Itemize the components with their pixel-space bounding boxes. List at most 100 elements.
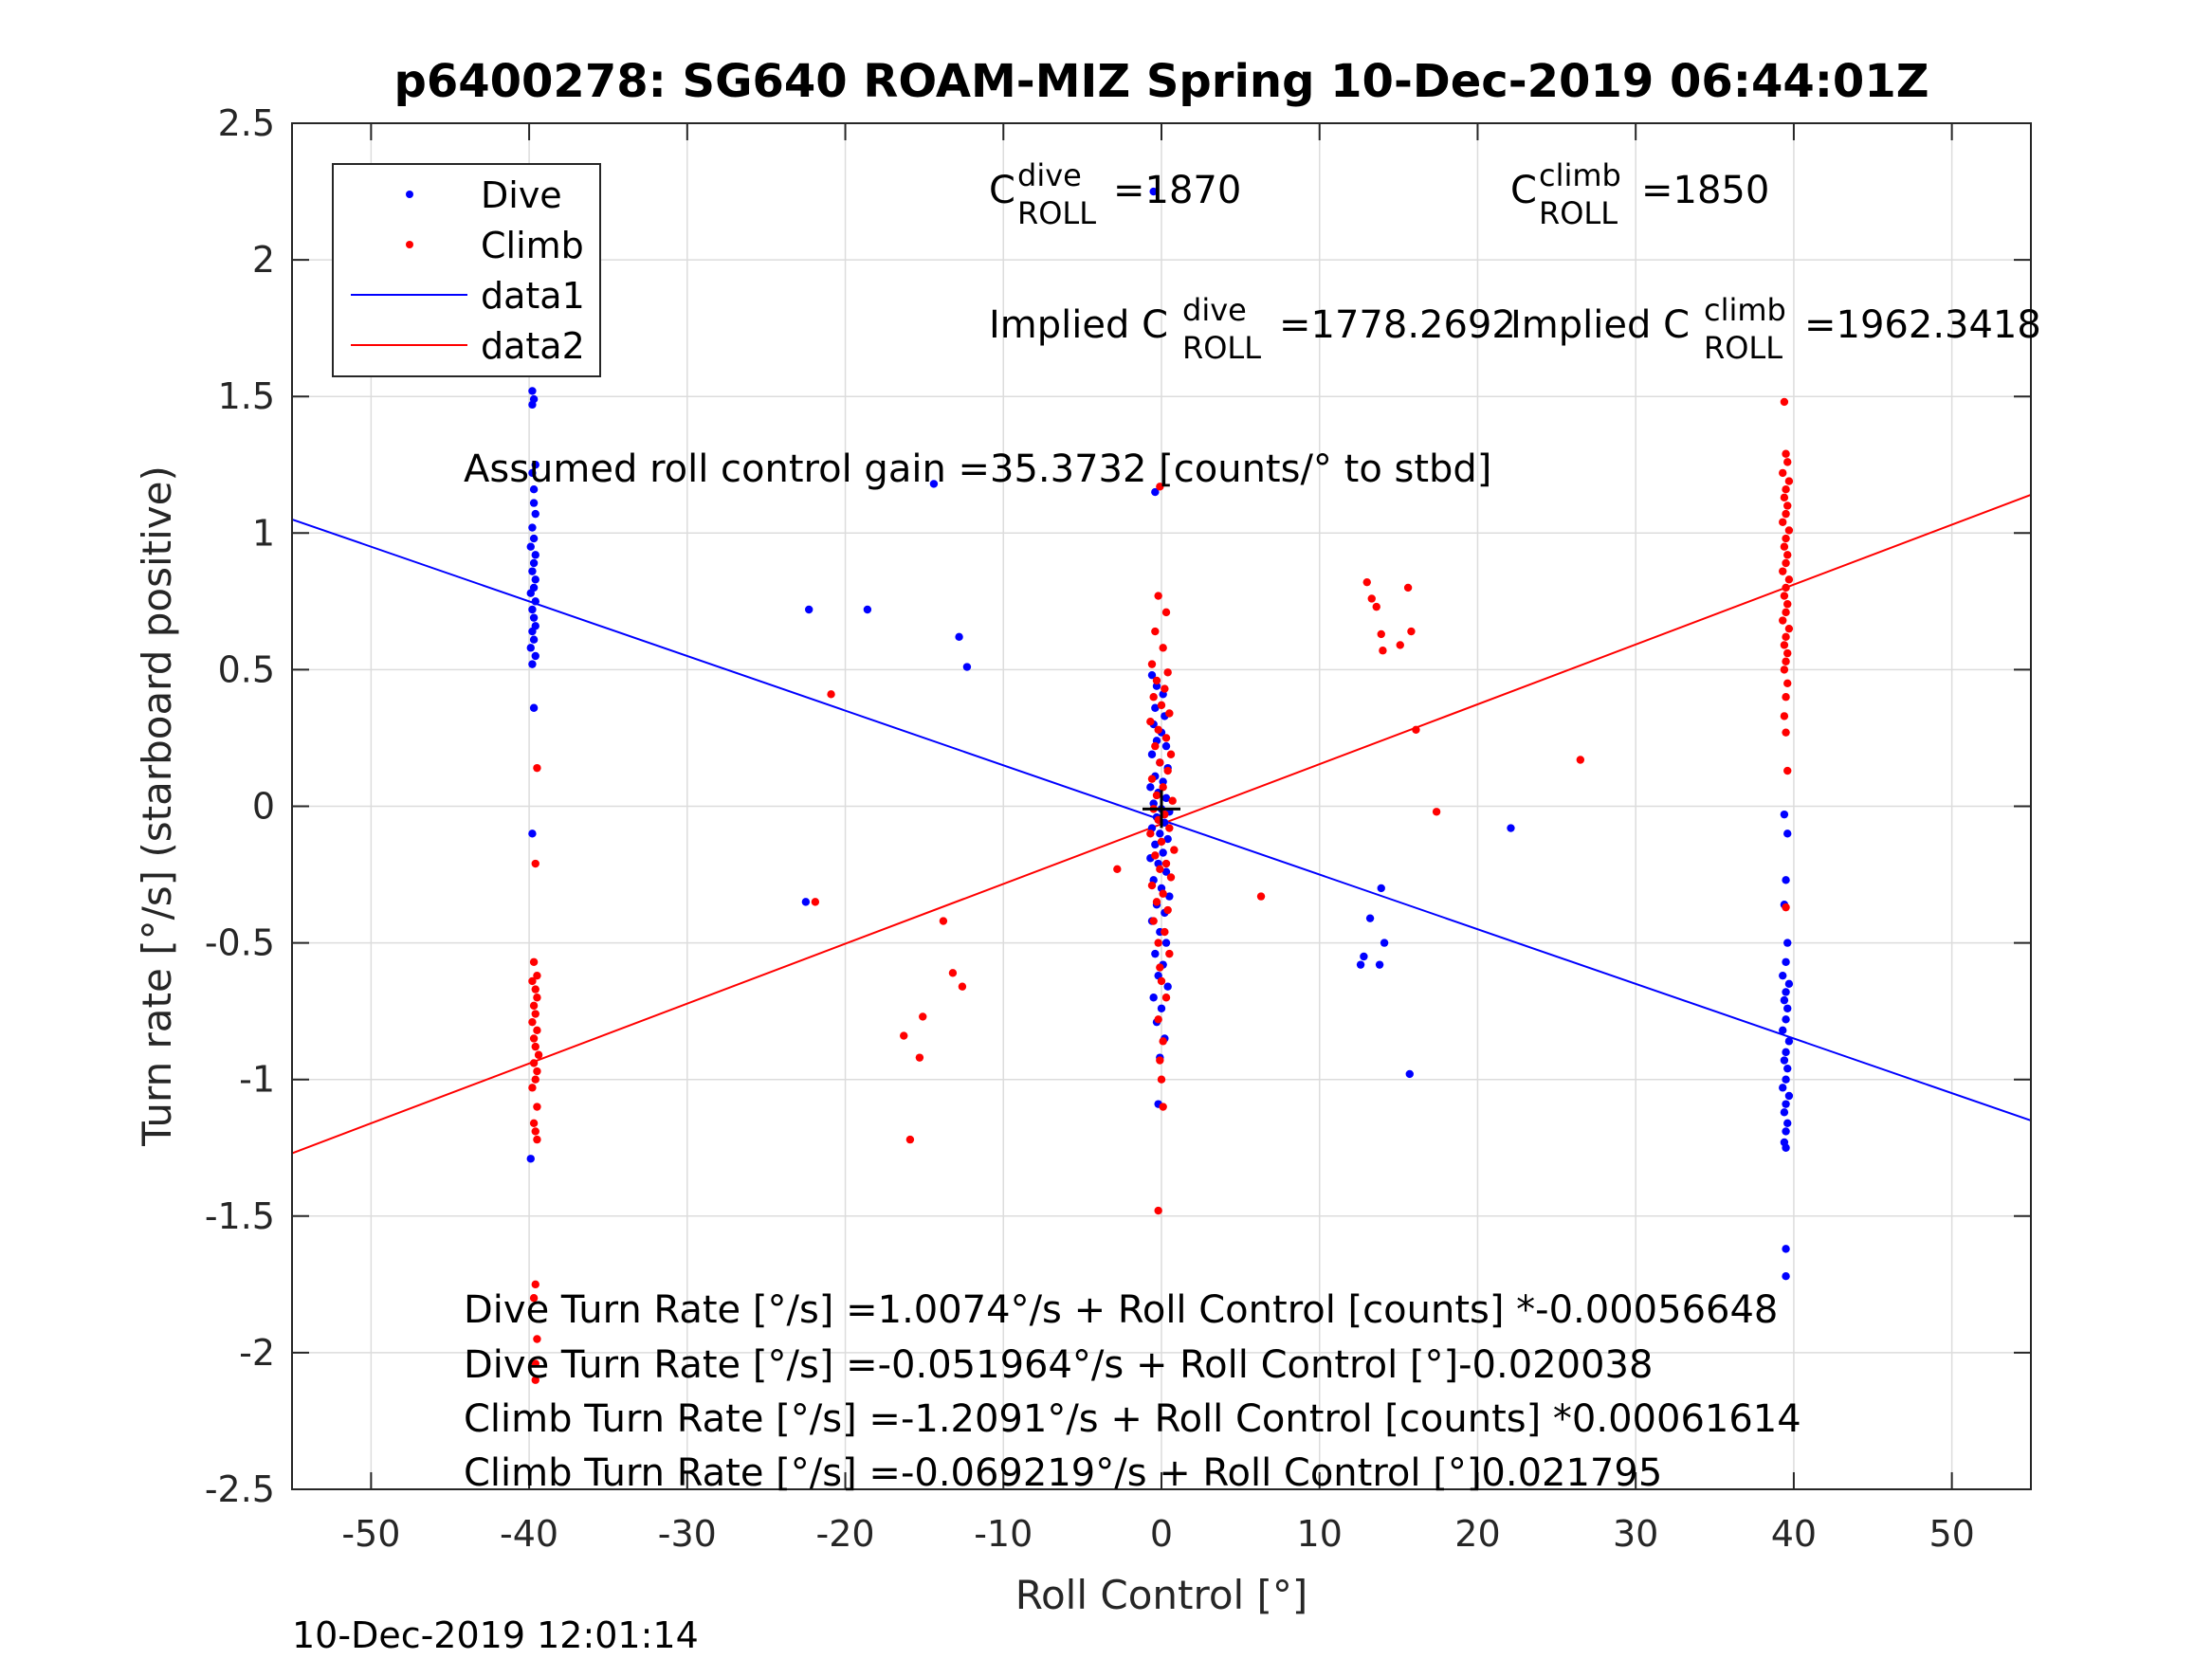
climb-point (1157, 701, 1166, 710)
climb-point (1165, 949, 1174, 958)
climb-point (528, 1084, 537, 1092)
climb-point (531, 1280, 539, 1289)
dive-counts-equation: Dive Turn Rate [°/s] =1.0074°/s + Roll C… (464, 1288, 1778, 1332)
dive-point (1151, 949, 1160, 958)
c-roll-climb-annotation: C climb ROLL =1850 (1510, 152, 1769, 233)
climb-point (1783, 551, 1792, 559)
climb-point (1151, 851, 1160, 860)
dive-point (1149, 799, 1158, 808)
dive-point (1147, 750, 1157, 758)
climb-point (1783, 648, 1792, 658)
dive-point (528, 605, 537, 614)
dive-point (528, 468, 537, 478)
dive-point (528, 400, 537, 410)
axis-ticks (292, 122, 2031, 1490)
climb-point (1782, 657, 1790, 665)
legend-dive-label: Dive (481, 174, 562, 216)
climb-point (531, 985, 539, 994)
c-roll-dive-annotation: C dive ROLL =1870 (989, 152, 1241, 233)
climb-point (1161, 734, 1171, 742)
climb-point (905, 1135, 915, 1144)
dive-point (1782, 1100, 1790, 1108)
dive-point (955, 632, 963, 642)
climb-point (1779, 468, 1787, 478)
dive-point (531, 461, 539, 469)
climb-point (531, 1376, 539, 1384)
legend-data2-label: data2 (481, 325, 585, 367)
climb-point (533, 1103, 541, 1111)
climb-point (1154, 1206, 1162, 1215)
climb-point (1783, 679, 1792, 688)
dive-point (1159, 848, 1167, 857)
climb-point (1168, 796, 1177, 805)
climb-point (1784, 477, 1794, 485)
climb-point (1412, 725, 1420, 735)
climb-point (1783, 501, 1792, 510)
climb-point (1152, 898, 1161, 906)
x-tick-label: -10 (974, 1513, 1033, 1555)
dive-point (1783, 1004, 1792, 1012)
y-tick-label: 0.5 (218, 648, 275, 690)
climb-point (1159, 1037, 1167, 1046)
climb-point (529, 1294, 539, 1303)
dive-point (801, 898, 811, 906)
dive-point (1405, 1069, 1414, 1079)
dive-point (1149, 994, 1158, 1002)
climb-point (528, 976, 537, 986)
climb-point (1779, 518, 1787, 526)
climb-point (1782, 484, 1790, 494)
y-tick-label: 2 (252, 239, 275, 281)
climb-point (1154, 939, 1162, 947)
dive-point (1152, 682, 1161, 690)
climb-point (1782, 902, 1790, 912)
climb-point (1161, 608, 1171, 617)
climb-point (1782, 558, 1790, 568)
climb-point (900, 1031, 908, 1040)
climb-counts-equation: Climb Turn Rate [°/s] =-1.2091°/s + Roll… (464, 1397, 1801, 1441)
legend-dive-marker (406, 191, 413, 198)
dive-point (1782, 1143, 1790, 1152)
dive-point (528, 567, 537, 575)
y-tick-label: -2 (239, 1332, 275, 1374)
climb-point (1165, 709, 1174, 718)
dive-point (529, 558, 539, 568)
climb-point (1256, 892, 1266, 901)
climb-point (1156, 758, 1164, 767)
climb-point (1159, 889, 1167, 898)
dive-point (529, 703, 539, 712)
dive-point (1783, 1064, 1792, 1073)
climb-point (1782, 583, 1790, 592)
climb-point (1147, 660, 1157, 668)
dive-point (526, 542, 535, 551)
dive-point (1151, 487, 1160, 497)
dive-point (1782, 1272, 1790, 1281)
climb-point (1156, 963, 1164, 972)
dive-point (528, 660, 537, 668)
dive-point (1782, 1075, 1790, 1084)
climb-point (1784, 575, 1794, 584)
dive-point (1165, 892, 1174, 901)
y-tick-label: 1.5 (218, 375, 275, 417)
climb-point (1156, 865, 1164, 873)
dive-point (1365, 914, 1375, 922)
climb-point (1149, 693, 1158, 702)
dive-point (1784, 1037, 1794, 1046)
climb-point (1161, 684, 1169, 693)
dive-point (1356, 960, 1365, 969)
x-tick-label: 40 (1771, 1513, 1817, 1555)
climb-point (1782, 449, 1790, 458)
climb-point (1780, 592, 1789, 600)
climb-point (1432, 808, 1441, 816)
x-tick-label: -20 (816, 1513, 875, 1555)
dive-point (1780, 995, 1789, 1005)
climb-point (1372, 602, 1380, 611)
dive-point (1360, 952, 1368, 961)
climb-point (1163, 905, 1172, 915)
dive-point (1159, 777, 1167, 786)
dive-point (1507, 824, 1515, 832)
climb-point (1780, 641, 1789, 649)
dive-point (526, 589, 535, 597)
dive-point (529, 613, 539, 622)
climb-point (915, 1053, 924, 1062)
